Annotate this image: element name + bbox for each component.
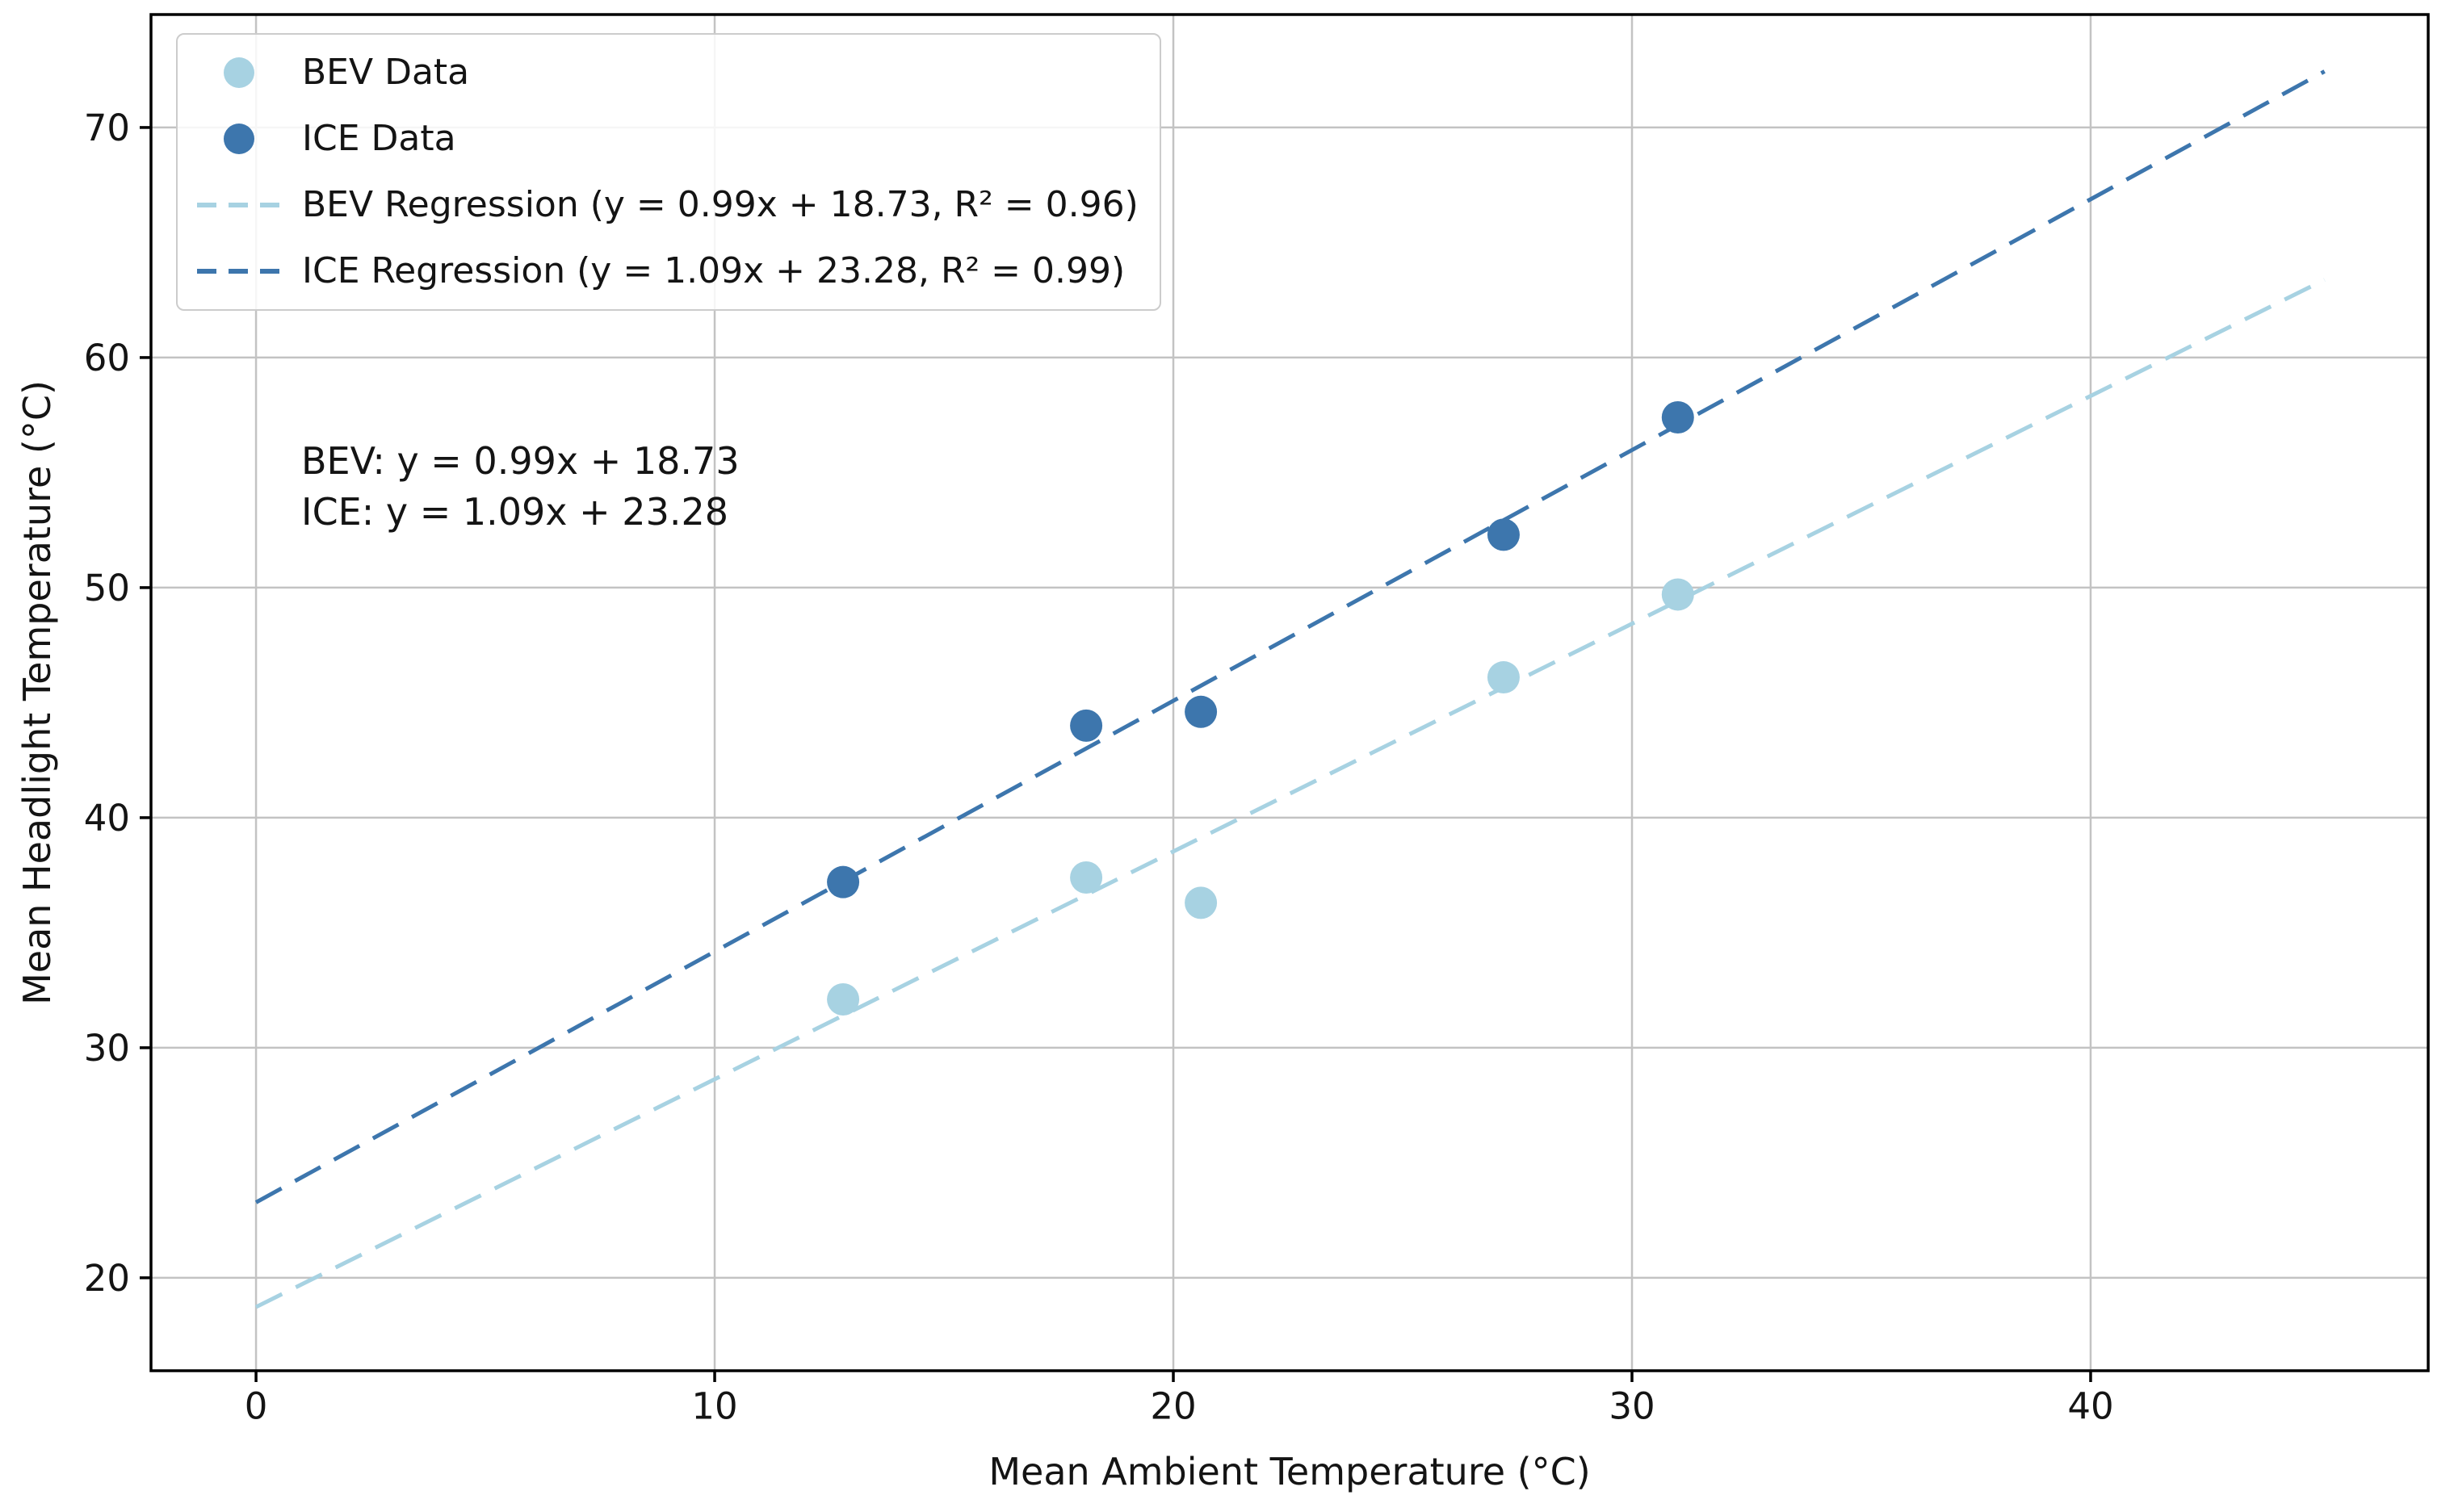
ice-scatter-point [1070, 709, 1103, 742]
ice-regression-line [254, 69, 2326, 1204]
y-axis-label: Mean Headlight Temperature (°C) [15, 380, 59, 1005]
plot-spine [149, 13, 2430, 1372]
legend-label: BEV Data [302, 52, 470, 93]
legend-item-bev-scatter: BEV Data [197, 46, 1139, 99]
x-tick-label: 20 [1150, 1385, 1196, 1428]
legend-dash-icon [197, 203, 281, 207]
x-axis-label: Mean Ambient Temperature (°C) [988, 1450, 1591, 1493]
regression-annotation: BEV: y = 0.99x + 18.73 ICE: y = 1.09x + 2… [301, 436, 740, 538]
ice-scatter-point [1661, 401, 1694, 434]
ice-regression-legend-marker [197, 269, 281, 274]
ice-scatter-point [1185, 695, 1218, 728]
y-tick-label: 50 [84, 567, 130, 609]
bev-scatter-point [1487, 661, 1520, 694]
legend-item-ice-regression: ICE Regression (y = 1.09x + 23.28, R² = … [197, 245, 1139, 298]
x-tick-label: 30 [1609, 1385, 1655, 1428]
y-tick-label: 70 [84, 107, 130, 149]
bev-scatter-point [1661, 578, 1694, 611]
x-tick-label: 40 [2067, 1385, 2113, 1428]
legend: BEV Data ICE Data BEV Regression (y = 0.99… [176, 33, 1161, 311]
bev-regression-line [254, 278, 2326, 1309]
y-tick-label: 60 [84, 337, 130, 379]
annotation-line-bev: BEV: y = 0.99x + 18.73 [301, 439, 740, 483]
x-tick-label: 0 [245, 1385, 268, 1428]
bev-scatter-point [1185, 886, 1218, 919]
bev-scatter-point [1070, 861, 1103, 894]
ice-scatter-legend-marker [224, 124, 254, 154]
legend-item-bev-regression: BEV Regression (y = 0.99x + 18.73, R² = … [197, 178, 1139, 232]
x-tick-label: 10 [691, 1385, 737, 1428]
y-tick-label: 20 [84, 1257, 130, 1300]
legend-item-ice-scatter: ICE Data [197, 112, 1139, 165]
ice-scatter-point [827, 865, 860, 898]
legend-label: BEV Regression (y = 0.99x + 18.73, R² = … [302, 184, 1139, 225]
legend-dot-icon [197, 124, 281, 154]
legend-label: ICE Regression (y = 1.09x + 23.28, R² = … [302, 250, 1126, 291]
legend-dot-icon [197, 57, 281, 88]
y-tick-label: 30 [84, 1027, 130, 1070]
legend-label: ICE Data [302, 118, 456, 159]
bev-regression-legend-marker [197, 203, 281, 207]
legend-dash-icon [197, 269, 281, 274]
bev-scatter-legend-marker [224, 57, 254, 88]
y-tick-label: 40 [84, 797, 130, 840]
bev-scatter-point [827, 983, 860, 1016]
annotation-line-ice: ICE: y = 1.09x + 23.28 [301, 490, 728, 534]
ice-scatter-point [1487, 518, 1520, 551]
